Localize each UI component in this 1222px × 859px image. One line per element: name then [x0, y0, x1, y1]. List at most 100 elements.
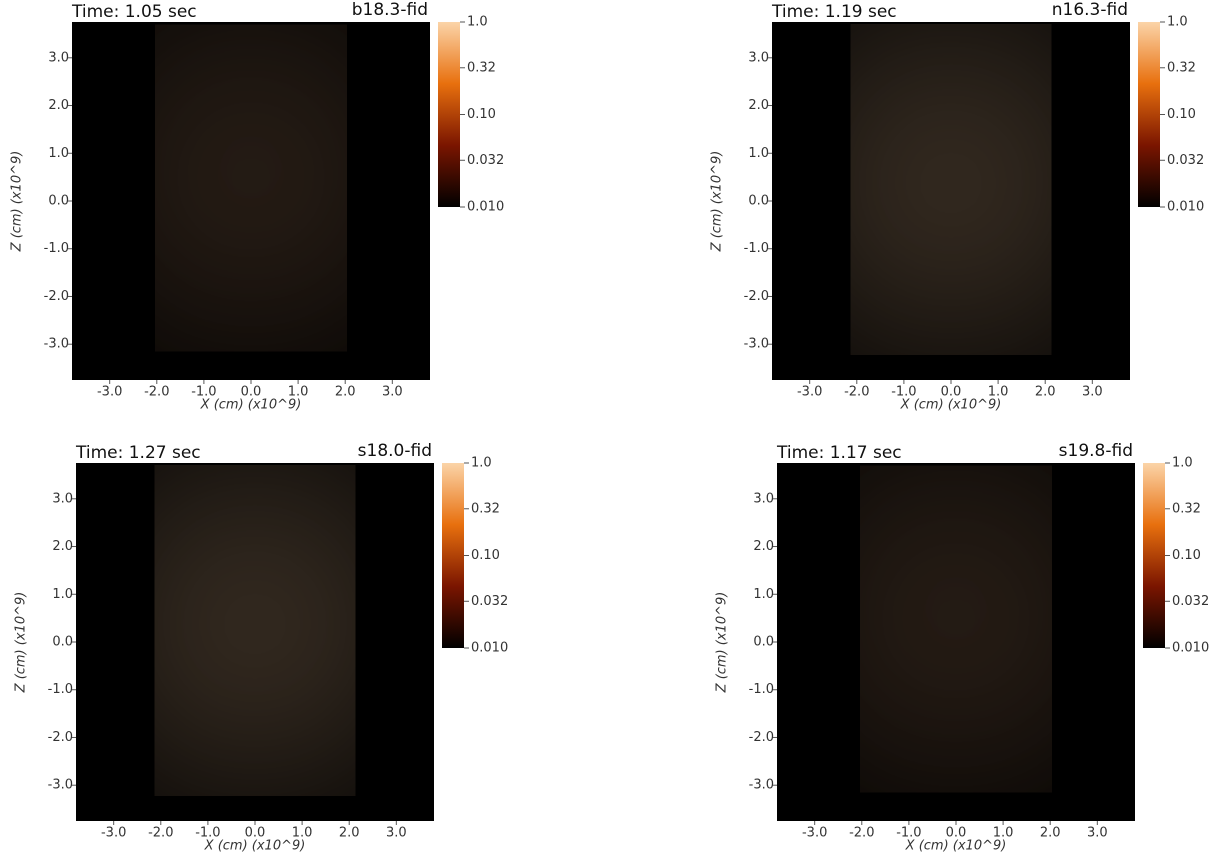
y-tick-label: 0.0	[48, 194, 69, 209]
blob	[887, 512, 1025, 746]
x-tick-label: -1.0	[896, 826, 921, 841]
colorbar-tick-label: 0.32	[1167, 60, 1196, 75]
panel-title: b18.3-fid	[352, 0, 428, 20]
colorbar-tick-label: 0.010	[1172, 641, 1209, 656]
y-tick-label: 1.0	[52, 587, 73, 602]
x-tick-label: -3.0	[802, 826, 827, 841]
x-tick-label: 3.0	[1082, 385, 1103, 400]
colorbar-tick-label: 0.010	[467, 200, 504, 215]
colorbar-tick-label: 1.0	[471, 456, 492, 471]
blob	[183, 512, 327, 749]
cavity	[921, 533, 991, 734]
y-tick-label: -1.0	[44, 241, 69, 256]
colorbar-tick-label: 0.10	[1172, 548, 1201, 563]
panel: Time: 1.27 sec s18.0-fid -3.0 -2.0 -1.0 0.0 1.…	[14, 441, 509, 854]
panel: Time: 1.05 sec b18.3-fid -3.0 -2.0 -1.0 0.0 1.…	[10, 0, 505, 413]
time-label: Time: 1.27 sec	[75, 443, 201, 463]
x-tick-label: 2.0	[339, 826, 360, 841]
x-tick-label: 1.0	[288, 385, 309, 400]
x-axis-label: X (cm) (x10^9)	[900, 398, 1002, 413]
y-tick-label: 0.0	[52, 635, 73, 650]
y-tick-label: 2.0	[52, 539, 73, 554]
y-tick-label: -2.0	[744, 289, 769, 304]
x-tick-label: -2.0	[849, 826, 874, 841]
colorbar-tick-label: 0.032	[1172, 594, 1209, 609]
x-axis-label: X (cm) (x10^9)	[204, 839, 306, 854]
y-axis-label: Z (cm) (x10^9)	[10, 151, 25, 253]
time-label: Time: 1.05 sec	[71, 2, 197, 22]
x-tick-label: -2.0	[844, 385, 869, 400]
y-tick-label: 3.0	[48, 50, 69, 65]
x-tick-label: 0.0	[946, 826, 967, 841]
y-tick-label: 2.0	[753, 539, 774, 554]
blob	[879, 71, 1023, 308]
x-tick-label: -1.0	[191, 385, 216, 400]
panel: Time: 1.19 sec n16.3-fid -3.0 -2.0 -1.0 0.0 1.…	[710, 0, 1205, 413]
y-axis-label: Z (cm) (x10^9)	[14, 592, 29, 694]
panel-title: s18.0-fid	[358, 441, 432, 461]
y-tick-label: -2.0	[749, 730, 774, 745]
colorbar-tick-label: 0.010	[471, 641, 508, 656]
y-axis-label: Z (cm) (x10^9)	[715, 592, 730, 694]
blob	[182, 71, 320, 305]
colorbar-tick-label: 0.032	[1167, 153, 1204, 168]
x-tick-label: 2.0	[1035, 385, 1056, 400]
x-tick-label: 1.0	[988, 385, 1009, 400]
y-tick-label: -1.0	[48, 682, 73, 697]
y-tick-label: 3.0	[748, 50, 769, 65]
y-tick-label: 3.0	[753, 491, 774, 506]
colorbar-tick-label: 0.010	[1167, 200, 1204, 215]
x-tick-label: 2.0	[1040, 826, 1061, 841]
colorbar-tick-label: 1.0	[467, 15, 488, 30]
time-label: Time: 1.17 sec	[776, 443, 902, 463]
ejecta	[879, 71, 1023, 308]
colorbar-tick-label: 0.032	[467, 153, 504, 168]
x-tick-label: -3.0	[101, 826, 126, 841]
y-tick-label: 3.0	[52, 491, 73, 506]
colorbar	[438, 22, 460, 207]
panel-title: s19.8-fid	[1059, 441, 1133, 461]
time-label: Time: 1.19 sec	[771, 2, 897, 22]
y-tick-label: -3.0	[749, 778, 774, 793]
core	[250, 637, 260, 647]
colorbar-tick-label: 0.32	[1172, 501, 1201, 516]
y-tick-label: 2.0	[748, 98, 769, 113]
x-axis-label: X (cm) (x10^9)	[905, 839, 1007, 854]
x-axis-label: X (cm) (x10^9)	[200, 398, 302, 413]
x-tick-label: 0.0	[241, 385, 262, 400]
x-tick-label: 2.0	[335, 385, 356, 400]
y-tick-label: -1.0	[749, 682, 774, 697]
y-tick-label: 1.0	[748, 146, 769, 161]
x-tick-label: 0.0	[941, 385, 962, 400]
cavity	[216, 92, 286, 293]
colorbar-tick-label: 0.10	[1167, 107, 1196, 122]
colorbar	[1143, 463, 1165, 648]
colorbar-tick-label: 0.32	[467, 60, 496, 75]
y-tick-label: -2.0	[44, 289, 69, 304]
x-tick-label: -3.0	[797, 385, 822, 400]
x-tick-label: 1.0	[993, 826, 1014, 841]
y-tick-label: 0.0	[748, 194, 769, 209]
colorbar-tick-label: 1.0	[1172, 456, 1193, 471]
x-tick-label: -1.0	[195, 826, 220, 841]
x-tick-label: -2.0	[144, 385, 169, 400]
colorbar-tick-label: 0.10	[467, 107, 496, 122]
x-tick-label: 0.0	[245, 826, 266, 841]
core	[946, 196, 956, 206]
colorbar-tick-label: 1.0	[1167, 15, 1188, 30]
y-tick-label: 2.0	[48, 98, 69, 113]
y-axis-label: Z (cm) (x10^9)	[710, 151, 725, 253]
y-tick-label: -1.0	[744, 241, 769, 256]
y-tick-label: 1.0	[48, 146, 69, 161]
x-tick-label: -1.0	[891, 385, 916, 400]
x-tick-label: 3.0	[386, 826, 407, 841]
y-tick-label: -3.0	[744, 337, 769, 352]
y-tick-label: -2.0	[48, 730, 73, 745]
panel: Time: 1.17 sec s19.8-fid -3.0 -2.0 -1.0 0.0 1.…	[715, 441, 1210, 854]
y-tick-label: -3.0	[44, 337, 69, 352]
colorbar	[442, 463, 464, 648]
colorbar-tick-label: 0.32	[471, 501, 500, 516]
x-tick-label: -3.0	[97, 385, 122, 400]
x-tick-label: 3.0	[1087, 826, 1108, 841]
